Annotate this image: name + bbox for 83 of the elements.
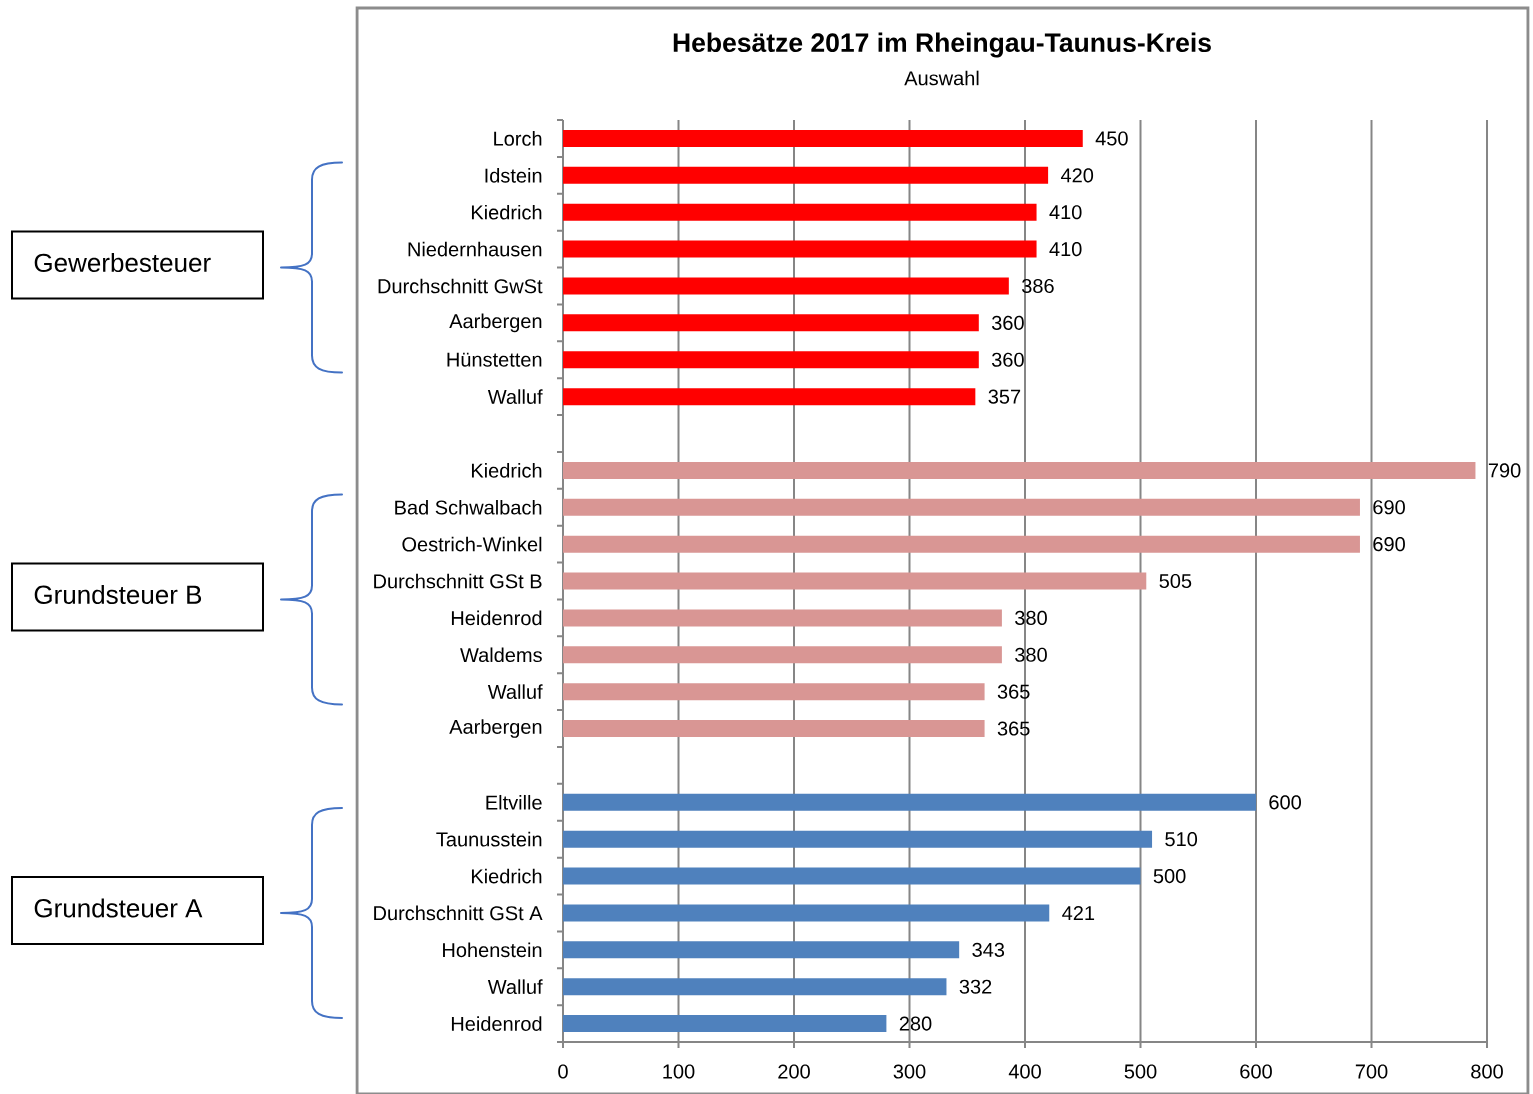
data-label: 450: [1095, 131, 1128, 146]
bar: [563, 535, 1360, 553]
bar: [563, 720, 985, 738]
bar: [563, 314, 979, 332]
x-tick-label: 300: [893, 1064, 926, 1079]
y-tick-label: Idstein: [485, 168, 542, 183]
data-label: 421: [1062, 905, 1095, 920]
y-tick-label: Oestrich-Winkel: [402, 536, 542, 552]
bar: [563, 683, 985, 701]
data-label: 280: [899, 1016, 932, 1031]
y-tick-label: Durchschnitt GSt A: [374, 905, 543, 921]
y-tick-label: Hohenstein: [443, 942, 542, 958]
data-label: 510: [1165, 832, 1198, 847]
y-tick-label: Bad Schwalbach: [395, 499, 542, 515]
bar: [563, 203, 1037, 221]
y-tick-label: Walluf: [487, 684, 543, 699]
data-label: 690: [1373, 537, 1405, 552]
data-label: 410: [1049, 205, 1082, 220]
y-tick-label: Kiedrich: [471, 204, 542, 220]
y-tick-label: Aarbergen: [449, 313, 542, 333]
text: Gewerbesteuer: [34, 252, 211, 273]
bar: [563, 793, 1257, 811]
y-tick-label: Taunusstein: [436, 831, 542, 847]
x-tick-label: 400: [1008, 1064, 1041, 1079]
x-tick-label: 100: [663, 1064, 695, 1079]
data-label: 365: [997, 684, 1030, 699]
bar: [563, 572, 1147, 590]
y-tick-label: Durchschnitt GwSt: [378, 278, 543, 294]
bar: [563, 240, 1037, 258]
bar: [563, 1015, 887, 1033]
data-label: 360: [991, 315, 1024, 330]
data-label: 410: [1049, 242, 1082, 257]
y-tick-label: Durchschnitt GSt B: [374, 573, 542, 589]
data-label: 420: [1060, 168, 1094, 183]
bar: [563, 978, 947, 996]
data-label: 386: [1021, 278, 1054, 294]
x-tick-label: 800: [1471, 1064, 1503, 1079]
y-tick-label: Kiedrich: [471, 463, 542, 478]
y-tick-label: Aarbergen: [449, 719, 542, 738]
y-tick-label: Heidenrod: [451, 610, 542, 626]
data-label: 790: [1488, 463, 1521, 478]
text: Grundsteuer B: [34, 584, 202, 604]
bar: [563, 830, 1153, 848]
chart-title: Hebesätze 2017 im Rheingau-Taunus-Kreis: [673, 32, 1211, 58]
data-label: 505: [1159, 573, 1192, 589]
data-label: 332: [959, 979, 992, 994]
data-label: 380: [1015, 610, 1047, 625]
x-tick-label: 500: [1124, 1064, 1157, 1079]
x-tick-label: 700: [1355, 1064, 1388, 1079]
y-tick-label: Lorch: [494, 131, 542, 146]
y-tick-label: Walluf: [487, 979, 543, 995]
bar: [563, 388, 976, 406]
y-tick-label: Eltville: [486, 794, 542, 810]
bar: [563, 498, 1360, 516]
text: Grundsteuer A: [34, 898, 203, 918]
x-tick-label: 200: [778, 1064, 810, 1079]
data-label: 357: [988, 389, 1021, 404]
bar: [563, 904, 1050, 922]
data-label: 360: [991, 352, 1024, 367]
bar: [563, 646, 1002, 664]
x-tick-label: 0: [558, 1064, 568, 1079]
y-tick-label: Heidenrod: [451, 1016, 542, 1031]
bar: [563, 461, 1476, 479]
bar: [563, 609, 1002, 627]
chart-subtitle: Auswahl: [904, 70, 979, 86]
data-label: 500: [1153, 868, 1186, 884]
y-tick-label: Walluf: [487, 389, 543, 404]
bar: [563, 277, 1009, 295]
bar: [563, 867, 1141, 885]
x-tick-label: 600: [1240, 1064, 1272, 1079]
data-label: 600: [1269, 795, 1301, 810]
bar: [563, 166, 1049, 184]
data-label: 343: [972, 942, 1005, 957]
data-label: 690: [1373, 500, 1405, 515]
y-tick-label: Hünstetten: [447, 352, 542, 367]
y-tick-label: Waldems: [460, 647, 542, 663]
bar: [563, 351, 979, 369]
y-tick-label: Niedernhausen: [408, 241, 542, 257]
data-label: 380: [1015, 647, 1047, 662]
y-tick-label: Kiedrich: [471, 868, 542, 884]
bar: [563, 941, 960, 959]
bar: [563, 129, 1083, 147]
data-label: 365: [997, 721, 1030, 736]
